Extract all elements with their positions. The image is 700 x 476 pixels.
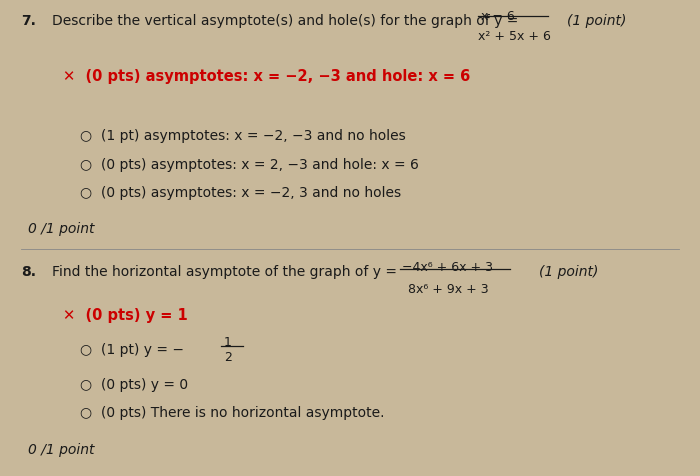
Text: 1: 1 <box>224 336 232 348</box>
Text: ✕  (0 pts) asymptotes: x = −2, −3 and hole: x = 6: ✕ (0 pts) asymptotes: x = −2, −3 and hol… <box>63 69 470 84</box>
Text: ✕  (0 pts) y = 1: ✕ (0 pts) y = 1 <box>63 307 188 322</box>
Text: x − 6: x − 6 <box>481 10 514 22</box>
Text: 7.: 7. <box>21 14 36 28</box>
Text: x² + 5x + 6: x² + 5x + 6 <box>478 30 551 43</box>
Text: 0 /1 point: 0 /1 point <box>28 221 94 235</box>
Text: ○  (0 pts) There is no horizontal asymptote.: ○ (0 pts) There is no horizontal asympto… <box>80 406 385 419</box>
Text: −4x⁶ + 6x + 3: −4x⁶ + 6x + 3 <box>402 261 493 274</box>
Text: 8x⁶ + 9x + 3: 8x⁶ + 9x + 3 <box>408 282 489 295</box>
Text: ○  (0 pts) asymptotes: x = −2, 3 and no holes: ○ (0 pts) asymptotes: x = −2, 3 and no h… <box>80 186 402 199</box>
Text: ○  (1 pt) y = −: ○ (1 pt) y = − <box>80 343 185 357</box>
Text: ○  (0 pts) asymptotes: x = 2, −3 and hole: x = 6: ○ (0 pts) asymptotes: x = 2, −3 and hole… <box>80 158 419 172</box>
Text: ○  (0 pts) y = 0: ○ (0 pts) y = 0 <box>80 377 188 391</box>
Text: 2: 2 <box>224 350 232 363</box>
Text: (1 point): (1 point) <box>539 264 598 278</box>
Text: (1 point): (1 point) <box>567 14 626 28</box>
Text: Describe the vertical asymptote(s) and hole(s) for the graph of y =: Describe the vertical asymptote(s) and h… <box>52 14 519 28</box>
Text: 0 /1 point: 0 /1 point <box>28 442 94 456</box>
Text: ○  (1 pt) asymptotes: x = −2, −3 and no holes: ○ (1 pt) asymptotes: x = −2, −3 and no h… <box>80 129 406 142</box>
Text: Find the horizontal asymptote of the graph of y =: Find the horizontal asymptote of the gra… <box>52 264 398 278</box>
Text: 8.: 8. <box>21 264 36 278</box>
